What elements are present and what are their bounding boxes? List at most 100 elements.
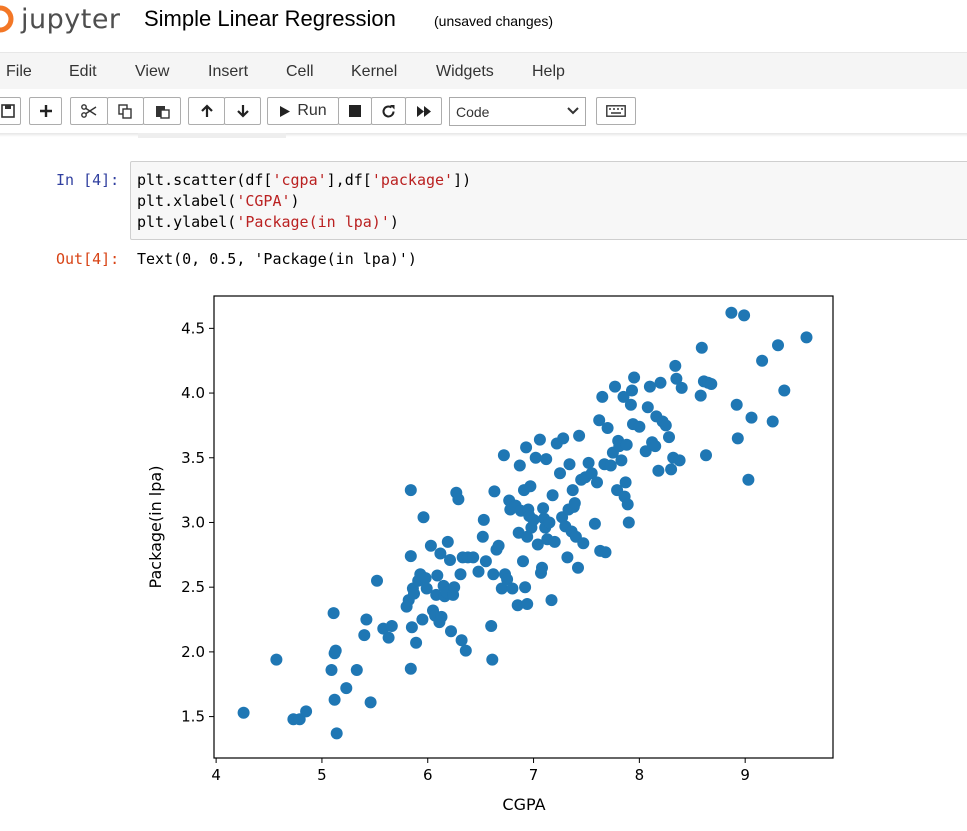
copy-button[interactable]	[107, 97, 144, 125]
chevron-down-icon	[567, 107, 579, 115]
paste-button[interactable]	[143, 97, 181, 125]
scatter-point	[577, 537, 590, 550]
scatter-point	[330, 727, 343, 740]
scatter-point	[601, 422, 614, 434]
y-tick-label: 2.5	[181, 578, 205, 596]
scatter-point	[639, 445, 652, 458]
scatter-point	[659, 419, 672, 432]
scatter-point	[521, 598, 534, 610]
scatter-point	[424, 539, 437, 552]
scatter-point	[652, 464, 665, 477]
scatter-point	[444, 554, 456, 566]
scatter-point	[419, 572, 432, 585]
scatter-point	[328, 693, 341, 706]
scatter-point	[417, 511, 430, 524]
menu-help[interactable]: Help	[532, 63, 565, 80]
scatter-point	[511, 599, 524, 612]
scatter-point	[405, 621, 418, 634]
scatter-point	[434, 547, 447, 560]
insert-cell-button[interactable]	[29, 97, 62, 125]
run-button[interactable]: Run	[267, 97, 339, 125]
previous-cell-edge	[138, 133, 286, 138]
scatter-point	[537, 502, 550, 515]
scatter-point	[670, 372, 683, 385]
scatter-point	[435, 610, 448, 623]
cell-type-value: Code	[456, 104, 490, 120]
x-tick-label: 5	[317, 766, 327, 784]
scatter-point	[756, 354, 769, 367]
scatter-point	[633, 420, 646, 433]
notebook-title[interactable]: Simple Linear Regression	[144, 6, 396, 31]
x-tick-label: 6	[423, 766, 433, 784]
scatter-point	[454, 568, 467, 581]
scatter-point	[731, 432, 744, 445]
paste-icon	[155, 105, 170, 119]
scatter-point	[517, 555, 529, 568]
code-editor[interactable]: plt.scatter(df['cgpa'],df['package']) pl…	[130, 161, 967, 240]
menu-widgets[interactable]: Widgets	[436, 63, 494, 80]
scatter-point	[327, 607, 340, 620]
scatter-point	[545, 594, 558, 607]
x-tick-label: 4	[211, 766, 221, 784]
scatter-point	[404, 662, 417, 675]
scatter-point	[325, 664, 338, 676]
scatter-point	[340, 682, 353, 695]
jupyter-logo-text[interactable]: jupyter	[21, 4, 121, 35]
toolbar-shadow	[0, 133, 967, 137]
scatter-point	[543, 516, 556, 529]
save-icon	[0, 104, 15, 118]
scatter-point	[778, 384, 791, 397]
move-up-button[interactable]	[188, 97, 225, 125]
scatter-plot: 4 5 6 7 8 9 1.5 2.0 2.5 3.0 3.5 4.0 4.5 CGPA Packag…	[146, 295, 834, 814]
scatter-point	[350, 664, 363, 676]
scatter-point	[477, 513, 490, 526]
scatter-point	[766, 415, 779, 428]
y-tick-label: 2.0	[181, 643, 205, 661]
scatter-point	[675, 381, 688, 394]
menu-insert[interactable]: Insert	[208, 63, 249, 80]
interrupt-button[interactable]	[338, 97, 372, 125]
scatter-point	[404, 484, 417, 497]
restart-button[interactable]	[371, 97, 406, 125]
scatter-point	[448, 581, 461, 594]
keyboard-icon	[606, 105, 626, 117]
menu-cell[interactable]: Cell	[286, 63, 314, 80]
menu-file[interactable]: File	[6, 63, 32, 80]
menu-bar: File Edit View Insert Cell Kernel Widget…	[0, 52, 967, 91]
scatter-point	[497, 449, 510, 462]
scatter-point	[700, 449, 712, 462]
move-down-button[interactable]	[224, 97, 261, 125]
menu-edit[interactable]: Edit	[69, 63, 97, 80]
scissors-icon	[81, 104, 97, 118]
scatter-point	[738, 309, 751, 322]
scatter-point	[445, 625, 457, 638]
output-text: Text(0, 0.5, 'Package(in lpa)')	[137, 250, 417, 268]
code-line: plt.xlabel('CGPA')	[137, 192, 300, 210]
scatter-point	[485, 620, 498, 632]
command-palette-button[interactable]	[596, 97, 636, 125]
code-line: plt.scatter(df['cgpa'],df['package'])	[137, 171, 472, 189]
scatter-point	[730, 398, 743, 411]
code-line: plt.ylabel('Package(in lpa)')	[137, 213, 399, 231]
scatter-point	[596, 390, 609, 403]
scatter-point	[540, 453, 553, 466]
scatter-point	[513, 459, 526, 472]
x-tick-label: 7	[529, 766, 539, 784]
arrow-up-icon	[200, 104, 213, 117]
scatter-point	[431, 569, 444, 582]
run-button-label: Run	[297, 102, 327, 119]
x-tick-label: 8	[635, 766, 645, 784]
menu-kernel[interactable]: Kernel	[351, 63, 398, 80]
menu-view[interactable]: View	[135, 63, 170, 80]
scatter-point	[404, 550, 417, 563]
save-button[interactable]	[0, 97, 21, 125]
scatter-point	[479, 555, 492, 568]
scatter-point	[619, 476, 632, 489]
cut-button[interactable]	[70, 97, 108, 125]
y-axis-label: Package(in lpa)	[146, 466, 165, 589]
scatter-point	[420, 582, 433, 595]
cell-type-select[interactable]: Code	[449, 97, 586, 126]
jupyter-logo-icon	[0, 5, 14, 33]
scatter-point	[385, 620, 398, 632]
restart-run-all-button[interactable]	[405, 97, 442, 125]
